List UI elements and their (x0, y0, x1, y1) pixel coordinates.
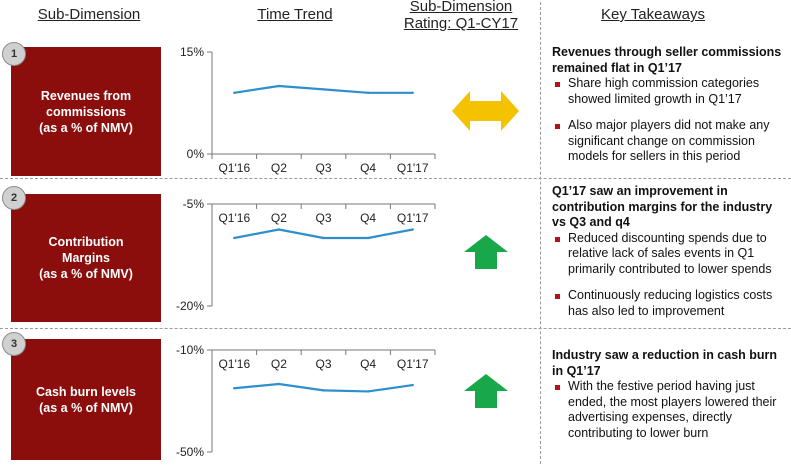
y-tick-label: -50% (176, 445, 204, 459)
data-point (322, 88, 325, 91)
row-number-badge: 1 (2, 42, 26, 66)
y-tick-label: -20% (176, 299, 204, 313)
data-point (366, 390, 370, 393)
x-tick-label: Q4 (360, 357, 376, 371)
y-tick-label: -5% (183, 197, 205, 211)
dimension-box-revenues: Revenues from commissions (as a % of NMV… (11, 47, 161, 176)
x-tick-label: Q1'16 (218, 357, 250, 371)
x-tick-label: Q1'17 (397, 211, 429, 225)
takeaway-bullet: Also major players did not make any sign… (552, 118, 788, 165)
x-tick-label: Q1'16 (218, 161, 250, 175)
trend-chart-revenues: 15% 0% Q1'16 Q2 Q3 Q4 Q1'17 (180, 45, 436, 175)
x-tick-label: Q4 (360, 161, 376, 175)
takeaway-cash-burn: Industry saw a reduction in cash burn in… (552, 348, 788, 441)
takeaway-contribution-margins: Q1’17 saw an improvement in contribution… (552, 184, 788, 319)
dimension-box-cash-burn: Cash burn levels (as a % of NMV) (11, 339, 161, 460)
takeaway-title: Industry saw a reduction in cash burn in… (552, 348, 778, 378)
data-point (411, 383, 414, 387)
header-rating: Sub-Dimension Rating: Q1-CY17 (395, 0, 527, 32)
x-tick-label: Q3 (315, 211, 331, 225)
trend-chart-contribution-margins: -5% -20% Q1'16 Q2 Q3 Q4 Q1'17 (176, 197, 436, 313)
row-divider (0, 328, 791, 329)
takeaway-bullet: Reduced discounting spends due to relati… (552, 231, 788, 278)
dimension-box-contribution-margins: Contribution Margins (as a % of NMV) (11, 194, 161, 322)
data-point (277, 228, 281, 231)
column-divider (540, 2, 541, 464)
up-arrow-icon (464, 235, 508, 269)
series-line (234, 228, 413, 240)
data-point (322, 389, 325, 392)
header-time-trend: Time Trend (257, 6, 333, 23)
takeaway-bullet: Continuously reducing logistics costs ha… (552, 288, 788, 319)
dimension-label: Cash burn levels (35, 384, 137, 399)
data-point (366, 236, 370, 240)
dimension-label: Margins (62, 251, 110, 265)
y-tick-label: 0% (187, 147, 205, 161)
data-point (411, 91, 414, 94)
row-divider (0, 178, 791, 179)
dimension-label: (as a % of NMV) (39, 120, 133, 135)
x-tick-label: Q1'16 (218, 211, 250, 225)
x-tick-label: Q4 (360, 211, 376, 225)
data-point (366, 91, 370, 94)
x-tick-label: Q2 (271, 161, 287, 175)
data-point (277, 382, 281, 386)
data-point (233, 91, 236, 94)
dimension-label: Revenues from (40, 88, 132, 103)
dimension-label: commissions (46, 104, 126, 119)
x-tick-label: Q1'17 (397, 161, 429, 175)
x-tick-label: Q2 (271, 357, 287, 371)
y-tick-label: 15% (180, 45, 204, 59)
header-rating-line2: Rating: Q1-CY17 (403, 15, 519, 32)
data-point (233, 387, 236, 390)
dimension-label: (as a % of NMV) (39, 267, 133, 281)
x-tick-label: Q1'17 (397, 357, 429, 371)
dimension-label: Contribution (48, 235, 124, 249)
x-tick-label: Q2 (271, 211, 287, 225)
takeaway-revenues: Revenues through seller commissions rema… (552, 45, 788, 165)
header-key-takeaways: Key Takeaways (601, 6, 705, 23)
x-tick-label: Q3 (315, 161, 331, 175)
row-number-badge: 2 (2, 186, 26, 210)
left-right-arrow-icon (452, 91, 519, 131)
up-arrow-icon (464, 374, 508, 408)
y-tick-label: -10% (176, 343, 204, 357)
row-number-badge: 3 (2, 332, 26, 356)
header-sub-dimension: Sub-Dimension (37, 6, 141, 23)
header-rating-line1: Sub-Dimension (409, 0, 513, 15)
dimension-label: (as a % of NMV) (39, 400, 133, 415)
data-point (277, 84, 281, 88)
data-point (233, 236, 236, 240)
trend-chart-cash-burn: -10% -50% Q1'16 Q2 Q3 Q4 Q1'17 (176, 343, 436, 459)
takeaway-title: Revenues through seller commissions rema… (552, 45, 782, 75)
takeaway-title: Q1’17 saw an improvement in contribution… (552, 184, 773, 229)
data-point (411, 228, 414, 231)
data-point (322, 236, 325, 240)
takeaway-bullet: Share high commission categories showed … (552, 76, 788, 107)
takeaway-bullet: With the festive period having just ende… (552, 379, 788, 441)
x-tick-label: Q3 (315, 357, 331, 371)
